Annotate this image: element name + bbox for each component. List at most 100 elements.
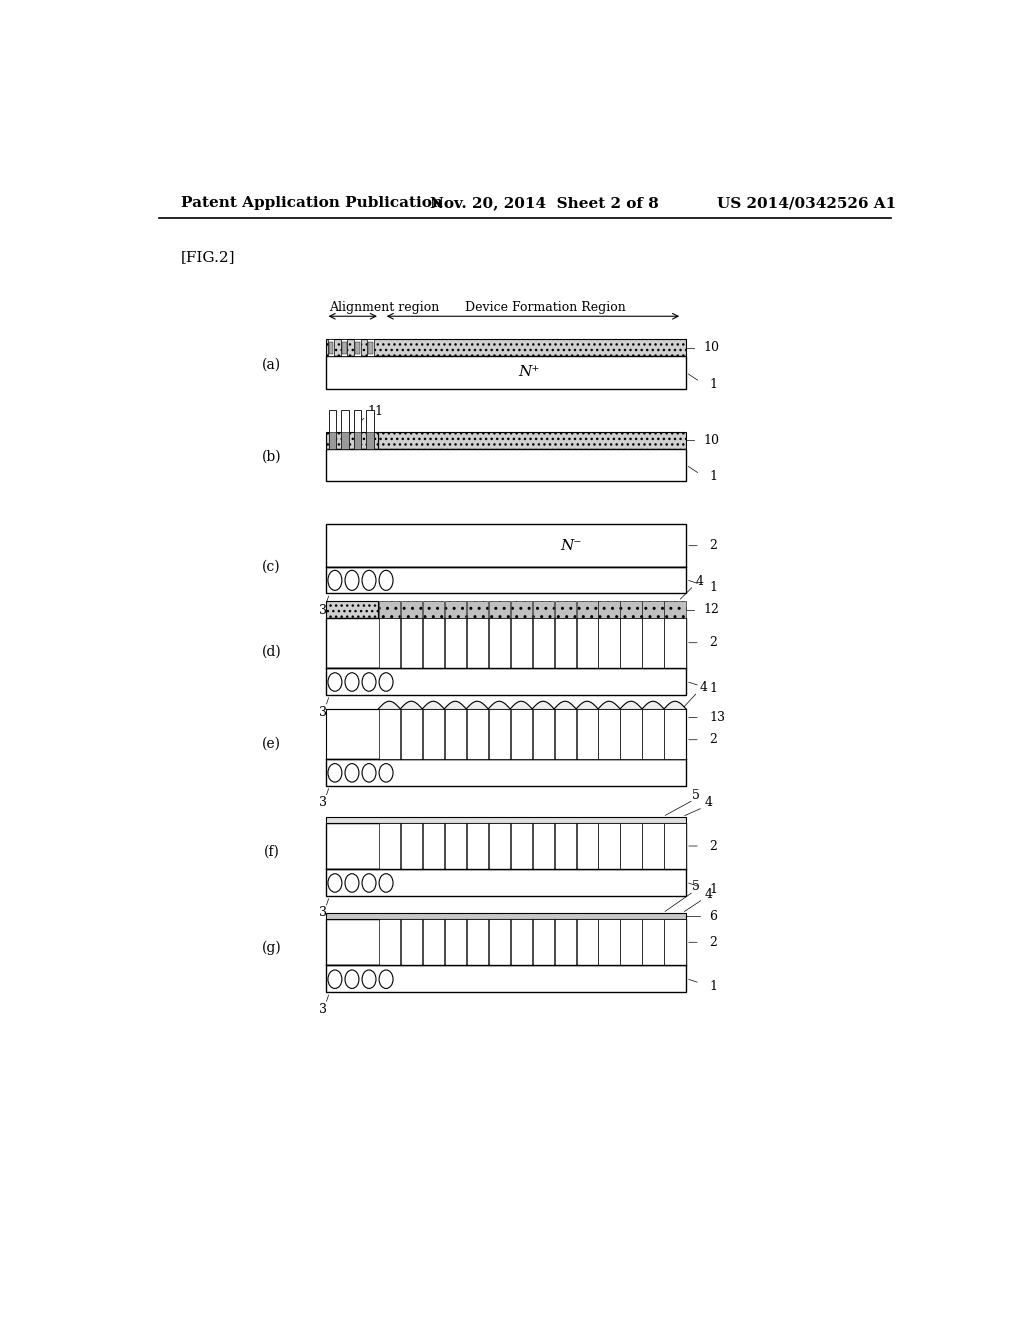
Ellipse shape: [379, 570, 393, 590]
Bar: [423, 919, 443, 965]
Text: 5: 5: [692, 788, 700, 801]
Text: N⁻: N⁻: [560, 539, 582, 553]
Bar: [326, 432, 378, 449]
Text: Alignment region: Alignment region: [330, 301, 439, 314]
Bar: [353, 432, 361, 449]
Text: (f): (f): [263, 845, 280, 858]
Bar: [621, 822, 642, 869]
Bar: [423, 822, 443, 869]
Bar: [444, 601, 466, 618]
Text: 2: 2: [710, 733, 717, 746]
Ellipse shape: [345, 763, 359, 781]
Bar: [326, 356, 686, 388]
Text: Nov. 20, 2014  Sheet 2 of 8: Nov. 20, 2014 Sheet 2 of 8: [430, 197, 659, 210]
Bar: [511, 919, 531, 965]
Text: 3: 3: [319, 907, 328, 920]
Bar: [511, 618, 531, 668]
Bar: [342, 342, 346, 354]
Bar: [341, 339, 347, 356]
Bar: [341, 411, 349, 449]
Bar: [329, 411, 337, 449]
Bar: [555, 822, 575, 869]
Bar: [423, 618, 443, 668]
Bar: [329, 342, 334, 354]
Bar: [400, 919, 422, 965]
Bar: [326, 618, 686, 668]
Text: US 2014/0342526 A1: US 2014/0342526 A1: [717, 197, 896, 210]
Bar: [379, 822, 400, 869]
Bar: [326, 913, 686, 919]
Bar: [488, 601, 510, 618]
Bar: [665, 822, 686, 869]
Bar: [326, 822, 686, 869]
Bar: [444, 618, 466, 668]
Text: (d): (d): [261, 644, 282, 659]
Bar: [532, 919, 554, 965]
Ellipse shape: [345, 970, 359, 989]
Bar: [467, 618, 487, 668]
Ellipse shape: [362, 570, 376, 590]
Ellipse shape: [345, 570, 359, 590]
Text: 1: 1: [710, 581, 717, 594]
Bar: [369, 342, 373, 354]
Ellipse shape: [328, 570, 342, 590]
Text: (c): (c): [262, 560, 281, 573]
Bar: [467, 601, 487, 618]
Text: 13: 13: [710, 711, 725, 723]
Bar: [328, 339, 334, 356]
Bar: [467, 919, 487, 965]
Bar: [577, 709, 598, 759]
Text: 6: 6: [710, 909, 717, 923]
Bar: [423, 601, 443, 618]
Bar: [555, 601, 575, 618]
Bar: [488, 618, 510, 668]
Bar: [326, 965, 686, 993]
Bar: [621, 601, 642, 618]
Bar: [642, 601, 664, 618]
Bar: [326, 668, 686, 696]
Ellipse shape: [328, 970, 342, 989]
Bar: [366, 432, 374, 449]
Bar: [555, 919, 575, 965]
Bar: [326, 759, 686, 785]
Text: 2: 2: [710, 636, 717, 649]
Bar: [444, 919, 466, 965]
Bar: [355, 342, 359, 354]
Text: 3: 3: [319, 796, 328, 809]
Bar: [326, 524, 686, 566]
Bar: [353, 411, 361, 449]
Bar: [326, 709, 686, 759]
Text: 11: 11: [368, 405, 383, 418]
Bar: [642, 919, 664, 965]
Bar: [665, 709, 686, 759]
Bar: [532, 822, 554, 869]
Text: 4: 4: [699, 681, 708, 694]
Bar: [366, 411, 374, 449]
Bar: [488, 919, 510, 965]
Ellipse shape: [362, 874, 376, 892]
Bar: [577, 601, 598, 618]
Ellipse shape: [379, 970, 393, 989]
Text: 12: 12: [703, 603, 719, 616]
Bar: [555, 618, 575, 668]
Bar: [444, 709, 466, 759]
Bar: [326, 566, 686, 594]
Ellipse shape: [379, 763, 393, 781]
Bar: [368, 339, 374, 356]
Bar: [329, 432, 337, 449]
Text: 2: 2: [710, 840, 717, 853]
Bar: [326, 817, 686, 822]
Text: (b): (b): [261, 450, 282, 465]
Bar: [379, 919, 400, 965]
Bar: [532, 709, 554, 759]
Bar: [444, 822, 466, 869]
Text: 1: 1: [710, 682, 717, 696]
Bar: [341, 432, 349, 449]
Bar: [326, 339, 686, 356]
Bar: [467, 822, 487, 869]
Bar: [400, 822, 422, 869]
Bar: [532, 618, 554, 668]
Text: 3: 3: [319, 705, 328, 718]
Bar: [598, 709, 620, 759]
Text: 1: 1: [710, 470, 717, 483]
